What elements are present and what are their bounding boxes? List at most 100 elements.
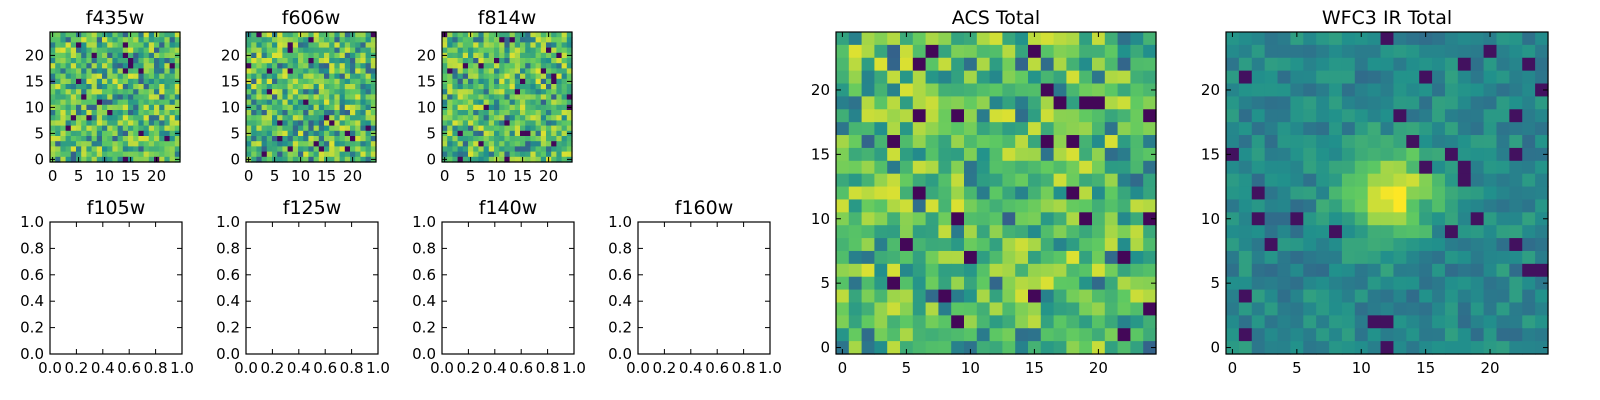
heatmap-cell (848, 341, 863, 355)
heatmap-cell (277, 52, 283, 59)
heatmap-cell (530, 151, 537, 158)
heatmap-cell (499, 115, 505, 121)
x-tick-label: 10 (961, 359, 980, 377)
heatmap-cell (298, 141, 304, 147)
heatmap-cell (102, 136, 108, 142)
heatmap-cell (122, 47, 129, 54)
heatmap-cell (514, 136, 521, 142)
heatmap-cell (102, 78, 108, 85)
heatmap-cell (1535, 135, 1549, 149)
heatmap-cell (1002, 135, 1016, 149)
heatmap-cell (169, 99, 176, 106)
heatmap-cell (143, 151, 150, 158)
heatmap-cell (566, 63, 573, 69)
heatmap-cell (447, 37, 453, 43)
heatmap-cell (65, 52, 72, 59)
heatmap-cell (1316, 70, 1330, 85)
heatmap-cell (1079, 122, 1093, 136)
heatmap-cell (912, 225, 927, 239)
heatmap-cell (551, 42, 557, 49)
heatmap-cell (70, 84, 77, 90)
heatmap-cell (154, 42, 160, 49)
heatmap-cell (442, 99, 448, 106)
heatmap-cell (365, 104, 372, 111)
heatmap-cell (1535, 225, 1549, 239)
heatmap-cell (266, 141, 273, 147)
heatmap-cell (1406, 70, 1420, 85)
heatmap-cell (329, 94, 335, 101)
heatmap-cell (128, 151, 134, 158)
heatmap-cell (1066, 173, 1080, 188)
heatmap-cell (174, 120, 181, 127)
heatmap-cell (138, 94, 145, 101)
heatmap-cell (112, 146, 119, 153)
heatmap-cell (86, 73, 93, 80)
heatmap-cell (1406, 32, 1420, 46)
heatmap-cell (246, 73, 252, 80)
heatmap-cell (1002, 96, 1016, 110)
heatmap-cell (1251, 44, 1266, 59)
heatmap-cell (551, 130, 557, 137)
heatmap-cell (96, 73, 103, 80)
heatmap-cell (1251, 341, 1266, 355)
heatmap-cell (277, 37, 283, 43)
heatmap-cell (266, 37, 273, 43)
heatmap-cell (1092, 57, 1106, 72)
heatmap-cell (551, 120, 557, 127)
heatmap-cell (525, 68, 531, 75)
heatmap-cell (551, 84, 557, 90)
heatmap-cell (1028, 173, 1042, 188)
heatmap-cell (1522, 225, 1536, 239)
heatmap-cell (525, 89, 531, 95)
heatmap-cell (1380, 135, 1395, 149)
heatmap-cell (60, 141, 67, 147)
x-tick-label: 0.0 (38, 359, 62, 377)
heatmap-cell (133, 73, 139, 80)
heatmap-cell (1354, 44, 1369, 59)
heatmap-cell (848, 32, 863, 46)
heatmap-cell (1419, 328, 1433, 342)
heatmap-cell (65, 42, 72, 49)
heatmap-cell (874, 328, 888, 342)
heatmap-cell (334, 68, 341, 75)
heatmap-cell (261, 32, 268, 38)
heatmap-cell (282, 141, 289, 147)
heatmap-cell (874, 135, 888, 149)
heatmap-cell (1509, 328, 1523, 342)
heatmap-cell (277, 125, 283, 132)
heatmap-cell (1303, 96, 1317, 110)
heatmap-cell (1367, 302, 1382, 316)
heatmap-cell (525, 125, 531, 132)
heatmap-cell (1092, 276, 1106, 291)
heatmap-cell (143, 58, 150, 64)
heatmap-cell (292, 73, 299, 80)
heatmap-cell (60, 68, 67, 75)
heatmap-cell (292, 130, 299, 137)
heatmap-cell (169, 104, 176, 111)
heatmap-cell (133, 136, 139, 142)
heatmap-cell (365, 146, 372, 153)
heatmap-cell (81, 52, 87, 59)
heatmap-cell (535, 104, 542, 111)
heatmap-cell (1226, 276, 1240, 291)
heatmap-cell (60, 63, 67, 69)
heatmap-cell (1143, 250, 1157, 265)
heatmap-cell (1053, 96, 1067, 110)
heatmap-cell (535, 89, 542, 95)
heatmap-cell (313, 58, 320, 64)
heatmap-cell (339, 58, 346, 64)
heatmap-cell (874, 57, 888, 72)
heatmap-cell (1444, 238, 1459, 252)
heatmap-cell (514, 156, 521, 163)
heatmap-cell (1341, 186, 1356, 201)
heatmap-cell (339, 32, 346, 38)
heatmap-cell (566, 73, 573, 80)
heatmap-cell (86, 63, 93, 69)
heatmap-cell (282, 130, 289, 137)
heatmap-cell (1367, 186, 1382, 201)
heatmap-cell (1341, 199, 1356, 213)
heatmap-cell (365, 130, 372, 137)
heatmap-cell (112, 73, 119, 80)
heatmap-cell (1143, 199, 1157, 213)
heatmap-cell (303, 156, 309, 163)
